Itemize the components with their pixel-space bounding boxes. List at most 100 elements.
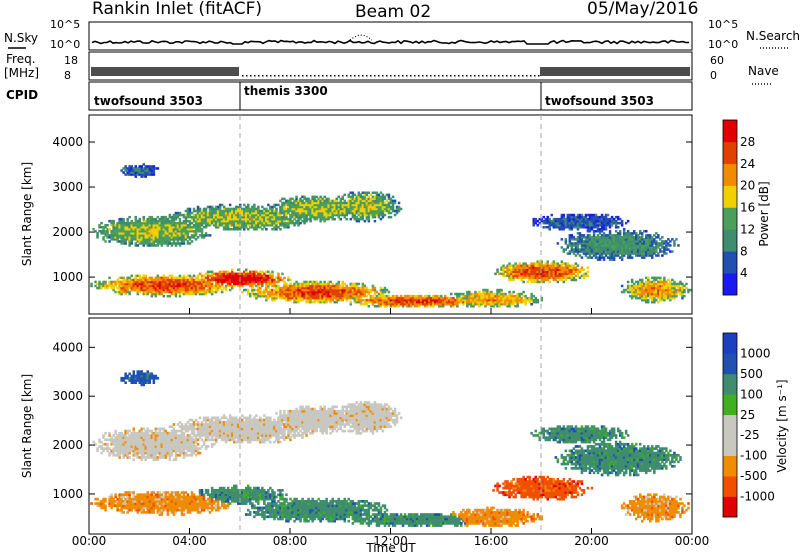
- heatmap-cell: [476, 300, 479, 304]
- heatmap-cell: [508, 294, 511, 298]
- heatmap-cell: [516, 294, 519, 298]
- heatmap-cell: [228, 207, 232, 211]
- nave-mark: [302, 75, 304, 77]
- heatmap-cell: [162, 219, 166, 223]
- heatmap-cell: [532, 264, 535, 267]
- heatmap-cell: [319, 288, 322, 292]
- heatmap-cell: [653, 250, 656, 253]
- heatmap-cell: [385, 294, 389, 298]
- heatmap-cell: [635, 292, 638, 296]
- heatmap-cell: [245, 217, 248, 221]
- heatmap-cell: [584, 226, 588, 229]
- heatmap-cell: [196, 224, 200, 227]
- heatmap-cell: [132, 284, 135, 288]
- heatmap-cell: [313, 298, 316, 302]
- heatmap-cell: [120, 282, 123, 286]
- heatmap-cell: [126, 167, 129, 170]
- heatmap-cell: [134, 244, 137, 247]
- heatmap-cell: [594, 252, 598, 255]
- heatmap-cell: [148, 280, 151, 284]
- heatmap-cell: [214, 272, 218, 276]
- heatmap-cell: [267, 270, 270, 274]
- heatmap-cell: [283, 201, 286, 205]
- heatmap-cell: [128, 173, 131, 176]
- nave-mark: [386, 75, 388, 77]
- heatmap-cell: [472, 294, 475, 298]
- heatmap-cell: [295, 296, 298, 300]
- heatmap-cell: [407, 296, 411, 300]
- heatmap-cell: [639, 246, 642, 249]
- heatmap-cell: [307, 286, 310, 290]
- heatmap-cell: [540, 274, 543, 278]
- heatmap-cell: [156, 167, 160, 170]
- heatmap-cell: [289, 197, 292, 201]
- heatmap-cell: [612, 217, 616, 221]
- heatmap-cell: [273, 219, 276, 223]
- heatmap-cell: [530, 270, 533, 274]
- heatmap-cell: [524, 270, 527, 274]
- heatmap-cell: [200, 236, 204, 239]
- heatmap-cell: [136, 228, 139, 231]
- heatmap-cell: [259, 286, 262, 290]
- heatmap-cell: [122, 238, 125, 241]
- heatmap-cell: [359, 290, 363, 294]
- heatmap-cell: [564, 278, 568, 282]
- heatmap-cell: [337, 201, 340, 205]
- heatmap-cell: [391, 203, 395, 207]
- heatmap-cell: [315, 205, 318, 209]
- heatmap-cell: [419, 298, 423, 302]
- heatmap-cell: [204, 219, 208, 223]
- heatmap-cell: [612, 250, 616, 253]
- heatmap-cell: [120, 169, 123, 172]
- heatmap-cell: [196, 236, 200, 239]
- heatmap-cell: [231, 270, 234, 274]
- heatmap-cell: [552, 276, 556, 280]
- heatmap-cell: [323, 300, 326, 304]
- heatmap-cell: [293, 224, 296, 227]
- heatmap-cell: [630, 238, 634, 241]
- heatmap-cell: [279, 213, 282, 217]
- heatmap-cell: [653, 252, 656, 255]
- heatmap-cell: [188, 238, 192, 241]
- nave-mark: [482, 75, 484, 77]
- heatmap-cell: [538, 276, 541, 280]
- heatmap-cell: [383, 300, 387, 304]
- heatmap-cell: [458, 298, 461, 302]
- heatmap-cell: [329, 300, 332, 304]
- heatmap-cell: [614, 226, 618, 229]
- heatmap-cell: [359, 286, 363, 290]
- heatmap-cell: [218, 213, 222, 217]
- heatmap-cell: [574, 224, 578, 227]
- heatmap-cell: [235, 219, 238, 223]
- heatmap-cell: [596, 221, 600, 225]
- heatmap-cell: [267, 280, 270, 284]
- heatmap-cell: [353, 298, 357, 302]
- heatmap-cell: [466, 292, 469, 296]
- heatmap-cell: [241, 226, 244, 229]
- heatmap-cell: [399, 207, 403, 211]
- heatmap-cell: [136, 219, 139, 223]
- heatmap-cell: [647, 282, 650, 286]
- heatmap-cell: [367, 305, 371, 308]
- heatmap-cell: [305, 298, 308, 302]
- heatmap-cell: [474, 298, 477, 302]
- heatmap-cell: [194, 288, 198, 292]
- heatmap-cell: [377, 201, 381, 205]
- heatmap-cell: [568, 264, 572, 267]
- heatmap-cell: [138, 173, 141, 176]
- heatmap-cell: [651, 294, 654, 298]
- heatmap-cell: [586, 250, 590, 253]
- heatmap-cell: [118, 221, 121, 225]
- heatmap-cell: [251, 224, 254, 227]
- heatmap-cell: [245, 278, 248, 282]
- heatmap-cell: [176, 221, 180, 225]
- heatmap-cell: [365, 294, 369, 298]
- heatmap-cell: [578, 213, 582, 217]
- heatmap-cell: [184, 226, 188, 229]
- heatmap-cell: [285, 284, 288, 288]
- heatmap-cell: [381, 294, 385, 298]
- heatmap-cell: [598, 228, 602, 231]
- heatmap-cell: [289, 201, 292, 205]
- heatmap-cell: [188, 286, 192, 290]
- heatmap-cell: [120, 217, 123, 221]
